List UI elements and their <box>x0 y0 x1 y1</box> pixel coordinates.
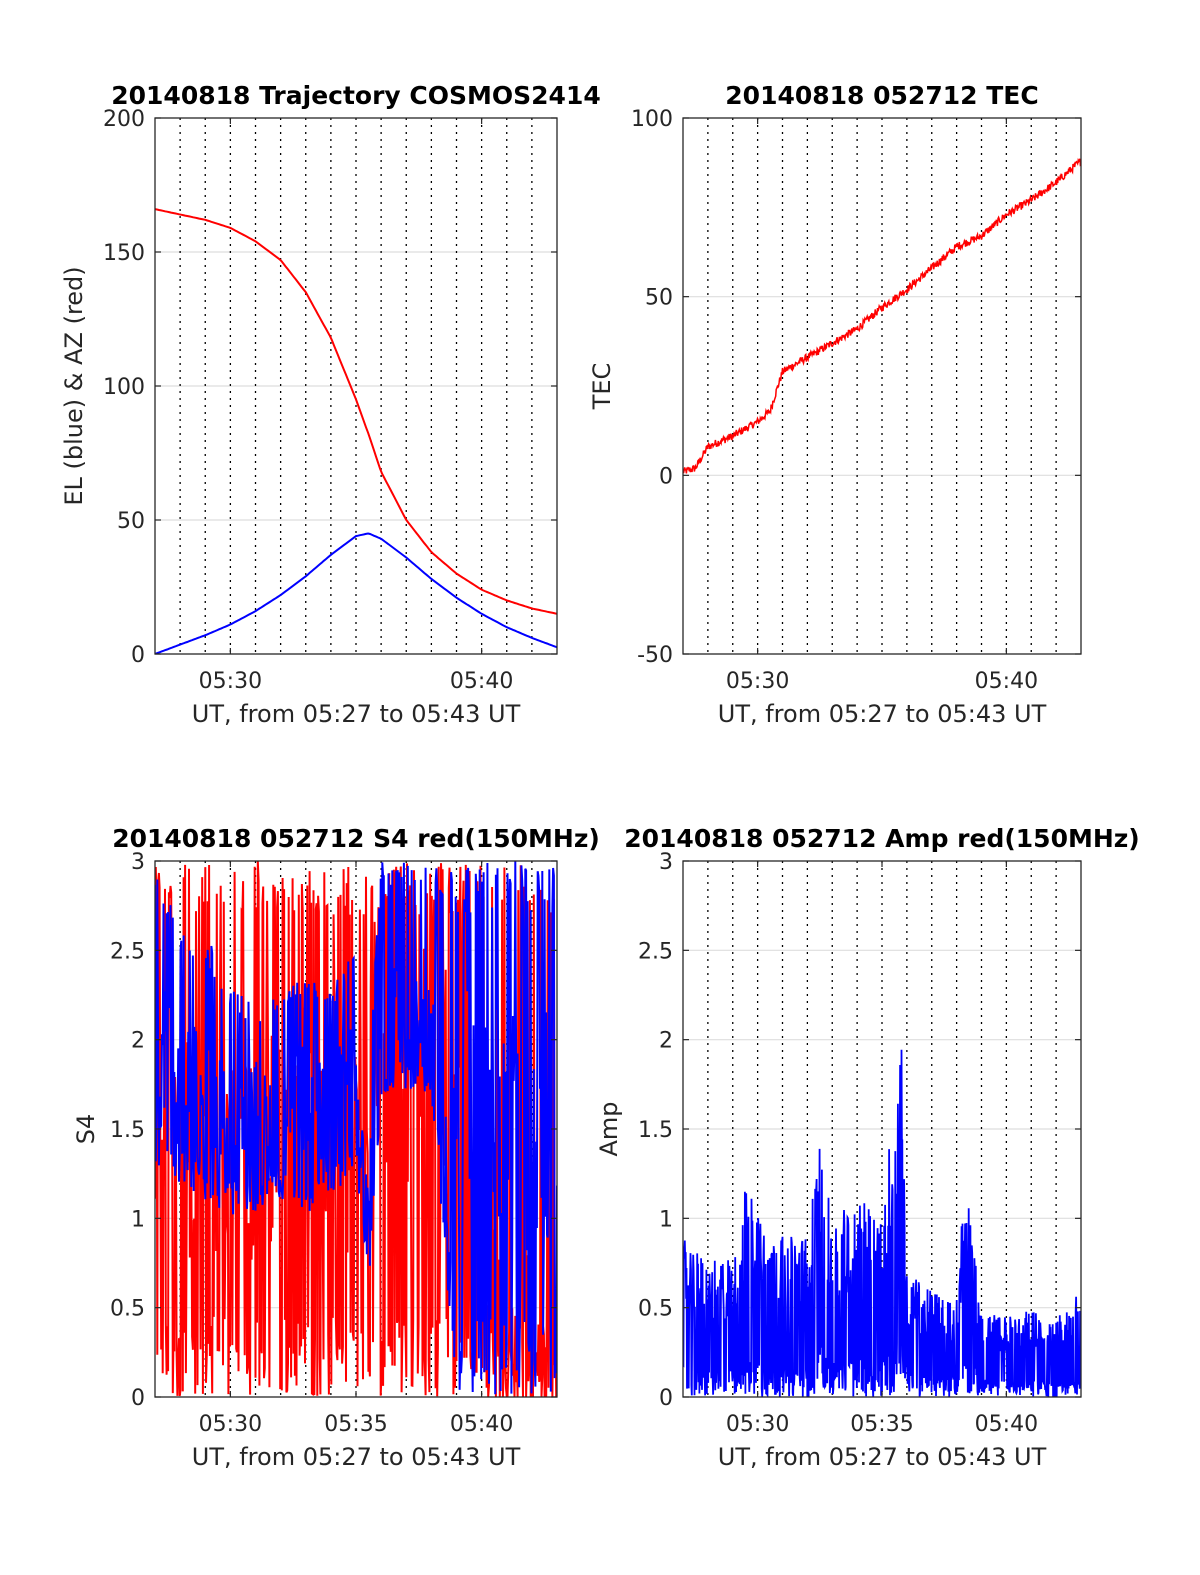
s4-title: 20140818 052712 S4 red(150MHz) <box>112 824 600 853</box>
amp-y-tick-label: 0.5 <box>638 1297 673 1322</box>
tec-axes-frame <box>682 117 1082 655</box>
s4-y-tick-label: 0.5 <box>110 1297 145 1322</box>
trajectory-x-axis-label: UT, from 05:27 to 05:43 UT <box>192 700 521 728</box>
trajectory-x-tick-label: 05:30 <box>199 669 262 694</box>
trajectory-y-tick-label: 50 <box>117 509 145 534</box>
amp-y-tick-label: 2 <box>659 1029 673 1054</box>
tec-x-axis-label: UT, from 05:27 to 05:43 UT <box>718 700 1047 728</box>
s4-y-tick-label: 2 <box>131 1029 145 1054</box>
tec-y-tick-label: -50 <box>637 643 673 668</box>
trajectory-title: 20140818 Trajectory COSMOS2414 <box>111 81 601 110</box>
amp-title: 20140818 052712 Amp red(150MHz) <box>624 824 1140 853</box>
trajectory-y-tick-label: 100 <box>103 375 145 400</box>
amp-y-tick-label: 2.5 <box>638 939 673 964</box>
s4-panel: 0 0.5 1 1.5 2 2.5 3 05:30 05:35 05:40 20140818 05… <box>72 824 600 1471</box>
trajectory-y-axis-label: EL (blue) & AZ (red) <box>60 266 88 505</box>
s4-y-tick-label: 1 <box>131 1207 145 1232</box>
amp-y-tick-label: 3 <box>659 850 673 875</box>
trajectory-x-tick-label: 05:40 <box>450 669 513 694</box>
s4-x-tick-label: 05:30 <box>199 1412 262 1437</box>
trajectory-y-tick-label: 150 <box>103 241 145 266</box>
tec-x-tick-label: 05:30 <box>726 669 789 694</box>
s4-y-tick-label: 0 <box>131 1386 145 1411</box>
s4-series-1 <box>155 861 557 1395</box>
tec-y-axis-label: TEC <box>588 363 616 411</box>
s4-x-tick-label: 05:40 <box>450 1412 513 1437</box>
amp-y-axis-label: Amp <box>595 1101 623 1156</box>
amp-y-tick-label: 1 <box>659 1207 673 1232</box>
s4-x-tick-label: 05:35 <box>324 1412 387 1437</box>
tec-x-tick-label: 05:40 <box>975 669 1038 694</box>
tec-series-0 <box>683 157 1081 474</box>
tec-y-tick-label: 50 <box>645 286 673 311</box>
s4-y-tick-label: 3 <box>131 850 145 875</box>
tec-title: 20140818 052712 TEC <box>725 81 1038 110</box>
s4-y-tick-label: 1.5 <box>110 1118 145 1143</box>
amp-y-tick-label: 1.5 <box>638 1118 673 1143</box>
amp-x-tick-label: 05:35 <box>850 1412 913 1437</box>
tec-y-tick-label: 0 <box>659 464 673 489</box>
s4-y-axis-label: S4 <box>72 1114 100 1145</box>
trajectory-series-1 <box>155 532 557 654</box>
trajectory-y-tick-label: 0 <box>131 643 145 668</box>
amp-x-tick-label: 05:30 <box>726 1412 789 1437</box>
amp-panel: 0 0.5 1 1.5 2 2.5 3 05:30 05:35 05:40 20140818 05… <box>595 824 1140 1471</box>
tec-y-tick-label: 100 <box>631 107 673 132</box>
trajectory-y-tick-label: 200 <box>103 107 145 132</box>
s4-x-axis-label: UT, from 05:27 to 05:43 UT <box>192 1443 521 1471</box>
s4-y-tick-label: 2.5 <box>110 939 145 964</box>
amp-x-tick-label: 05:40 <box>975 1412 1038 1437</box>
amp-y-tick-label: 0 <box>659 1386 673 1411</box>
trajectory-panel: 0 50 100 150 200 05:30 05:40 20140818 Trajecto… <box>60 81 601 728</box>
trajectory-series-0 <box>155 208 557 615</box>
amp-x-axis-label: UT, from 05:27 to 05:43 UT <box>718 1443 1047 1471</box>
